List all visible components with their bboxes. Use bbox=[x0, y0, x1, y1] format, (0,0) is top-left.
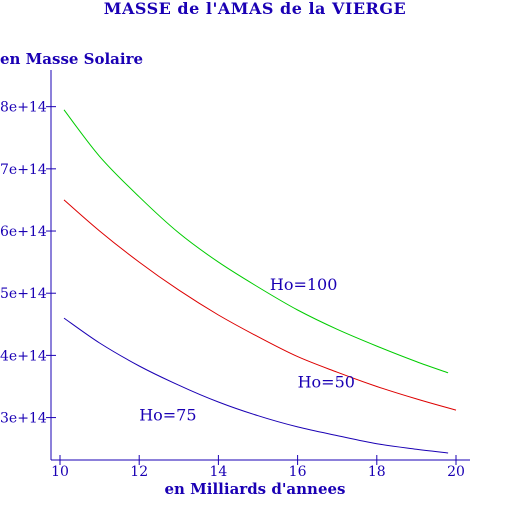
curve-label-ho-50: Ho=50 bbox=[298, 373, 355, 392]
y-tick-label: 3e+14 bbox=[0, 411, 47, 427]
x-tick-label: 20 bbox=[447, 464, 465, 480]
y-tick-label: 7e+14 bbox=[0, 162, 47, 178]
curve-label-ho-75: Ho=75 bbox=[139, 406, 196, 425]
curve-label-ho-100: Ho=100 bbox=[270, 275, 338, 294]
x-tick-label: 12 bbox=[130, 464, 148, 480]
series-line-ho-100 bbox=[63, 109, 449, 374]
y-axis-label: en Masse Solaire bbox=[0, 50, 143, 68]
y-tick-label: 6e+14 bbox=[0, 224, 47, 240]
annotation-layer: Ho=100 Ho=50 Ho=75 bbox=[139, 275, 355, 425]
y-tick-label: 8e+14 bbox=[0, 100, 47, 116]
x-tick-label: 18 bbox=[368, 464, 386, 480]
series-line-ho-75 bbox=[63, 317, 449, 454]
series-layer bbox=[63, 109, 457, 454]
x-tick-label: 10 bbox=[51, 464, 69, 480]
x-tick-label: 14 bbox=[209, 464, 227, 480]
series-line-ho-50 bbox=[63, 199, 457, 411]
y-tick-label: 4e+14 bbox=[0, 348, 47, 364]
x-axis-label: en Milliards d'annees bbox=[165, 480, 346, 498]
axes: 3e+14 4e+14 5e+14 6e+14 7e+14 8e+14 10 12 14 16 18… bbox=[0, 70, 470, 480]
y-tick-label: 5e+14 bbox=[0, 286, 47, 302]
chart-title: MASSE de l'AMAS de la VIERGE bbox=[104, 0, 406, 18]
x-tick-label: 16 bbox=[289, 464, 307, 480]
